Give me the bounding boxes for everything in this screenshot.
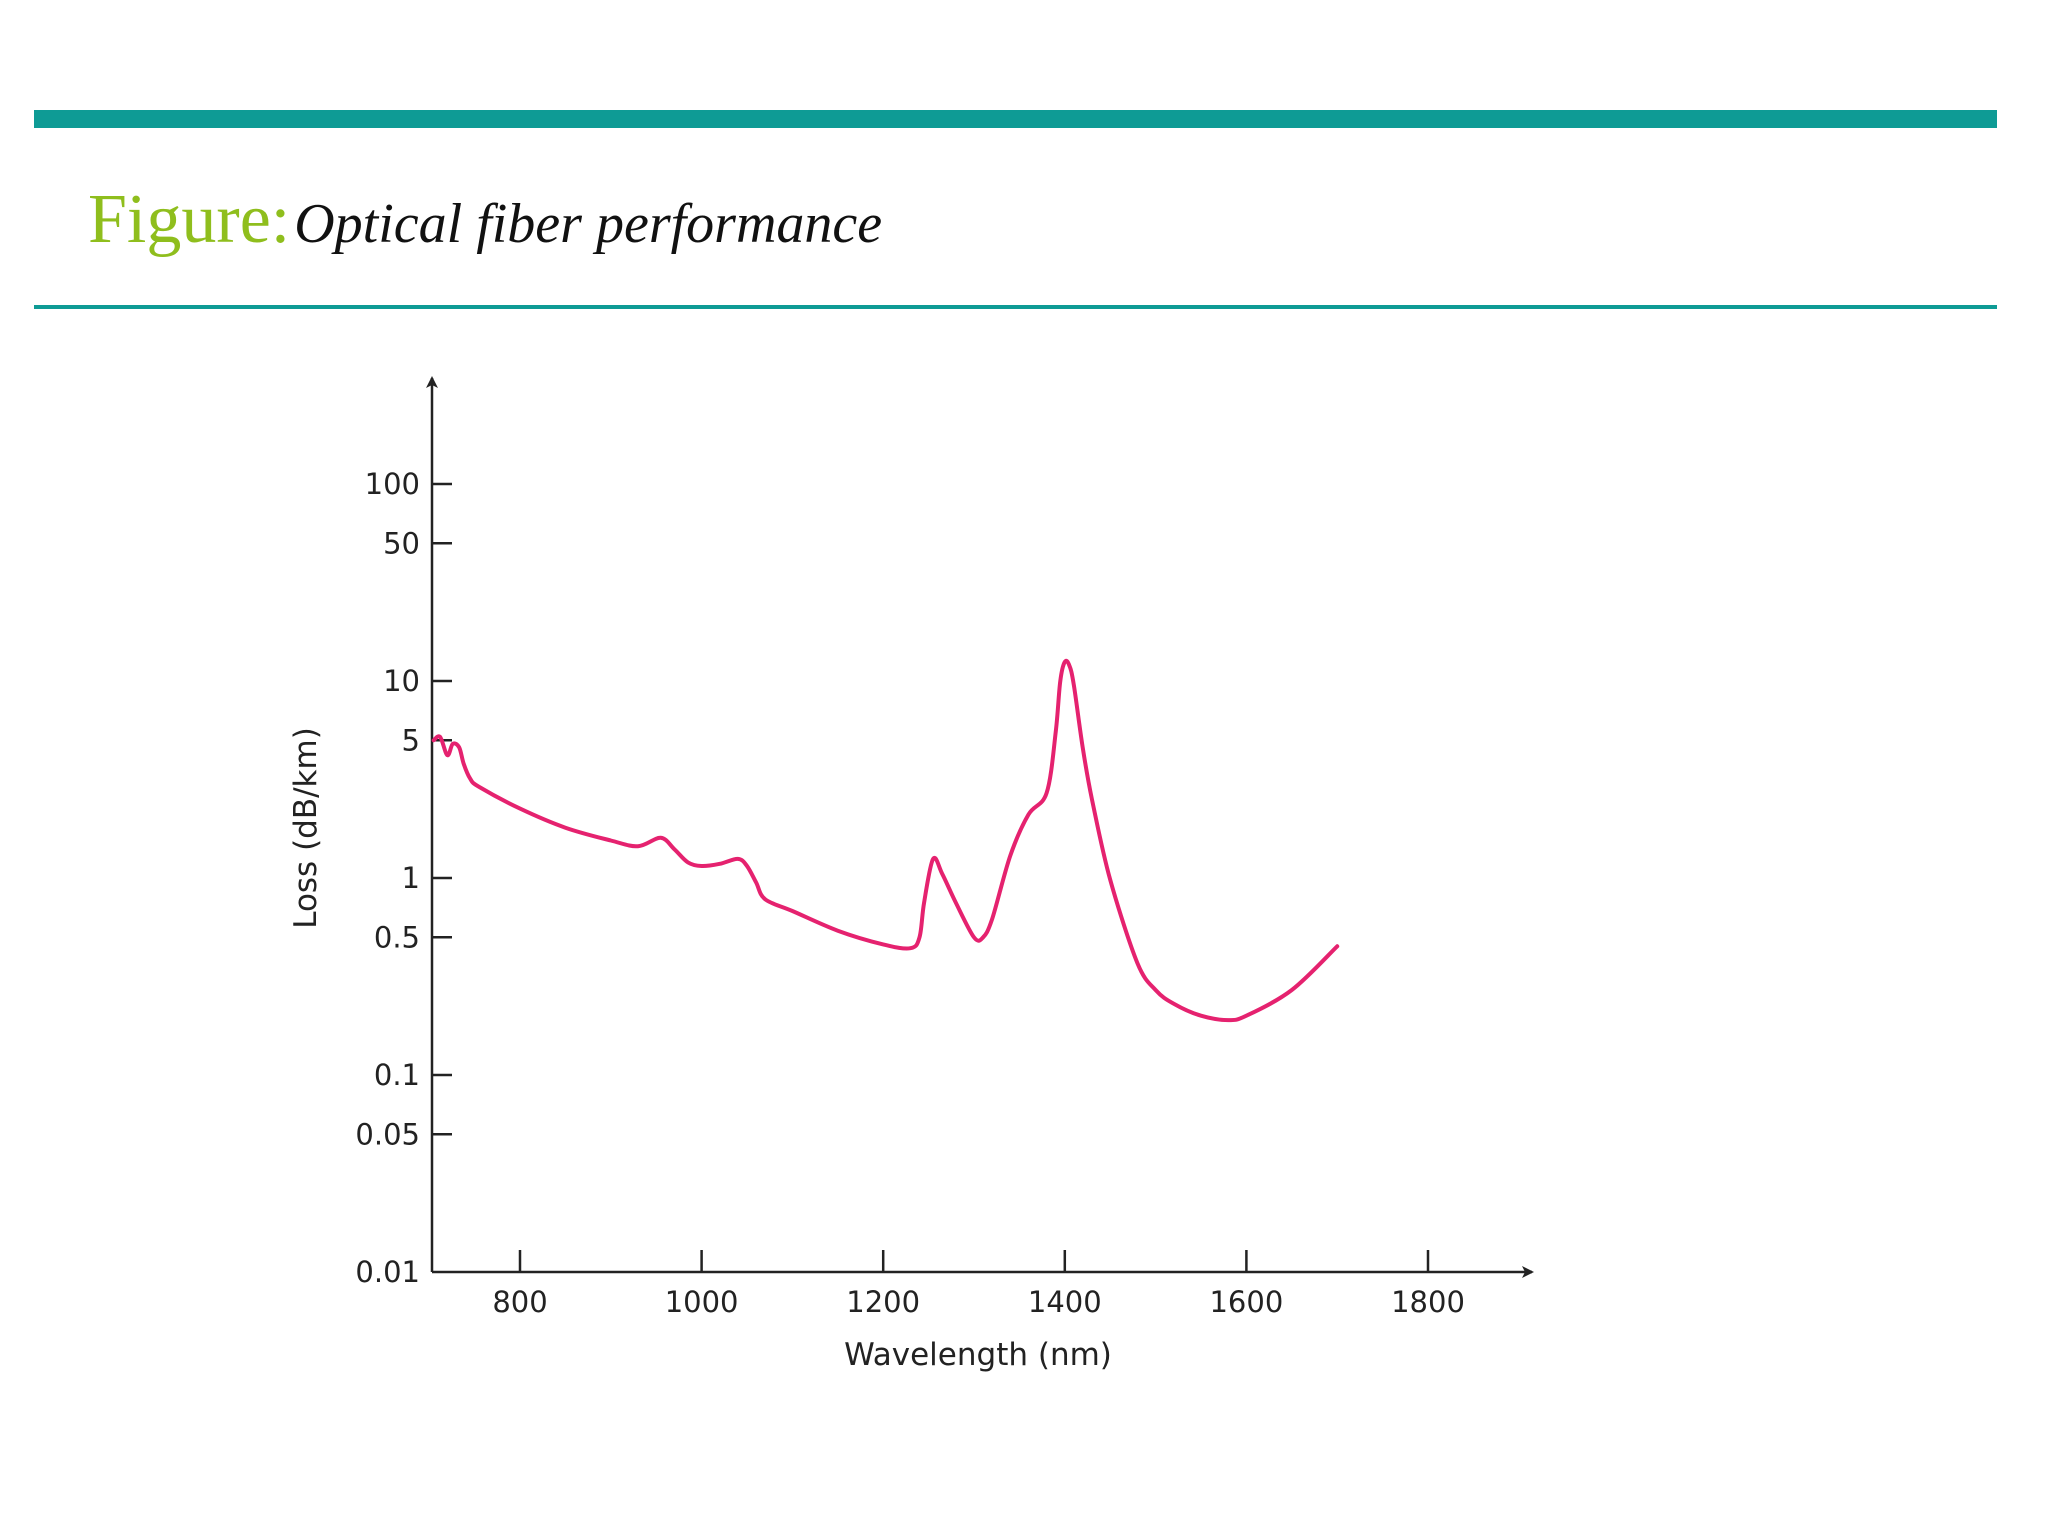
loss-curve (431, 658, 1340, 1023)
x-ticks: 800 1000 1200 1400 1600 1800 (492, 1250, 1465, 1319)
y-ticks: 0.01 0.05 0.1 0.5 1 5 10 50 100 (355, 467, 452, 1289)
x-tick-label: 1800 (1391, 1285, 1465, 1319)
accent-bar (34, 110, 1997, 128)
figure-title: Optical fiber performance (294, 193, 883, 255)
y-tick-label: 1 (402, 861, 420, 895)
y-tick-label: 0.05 (355, 1117, 420, 1151)
y-tick-label: 10 (383, 664, 420, 698)
title-divider (34, 305, 1997, 309)
x-tick-label: 800 (492, 1285, 547, 1319)
page-title: Figure: Optical fiber performance (88, 180, 882, 260)
y-tick-label: 5 (402, 723, 420, 757)
x-axis-title: Wavelength (nm) (844, 1337, 1112, 1373)
y-tick-label: 0.5 (374, 920, 420, 954)
x-tick-label: 1000 (665, 1285, 739, 1319)
x-tick-label: 1600 (1209, 1285, 1283, 1319)
y-tick-label: 50 (383, 526, 420, 560)
y-axis-title: Loss (dB/km) (288, 727, 324, 929)
y-tick-label: 100 (365, 467, 420, 501)
y-tick-label: 0.01 (355, 1255, 420, 1289)
y-tick-label: 0.1 (374, 1058, 420, 1092)
x-tick-label: 1200 (846, 1285, 920, 1319)
x-tick-label: 1400 (1028, 1285, 1102, 1319)
figure-label: Figure: (88, 181, 291, 258)
